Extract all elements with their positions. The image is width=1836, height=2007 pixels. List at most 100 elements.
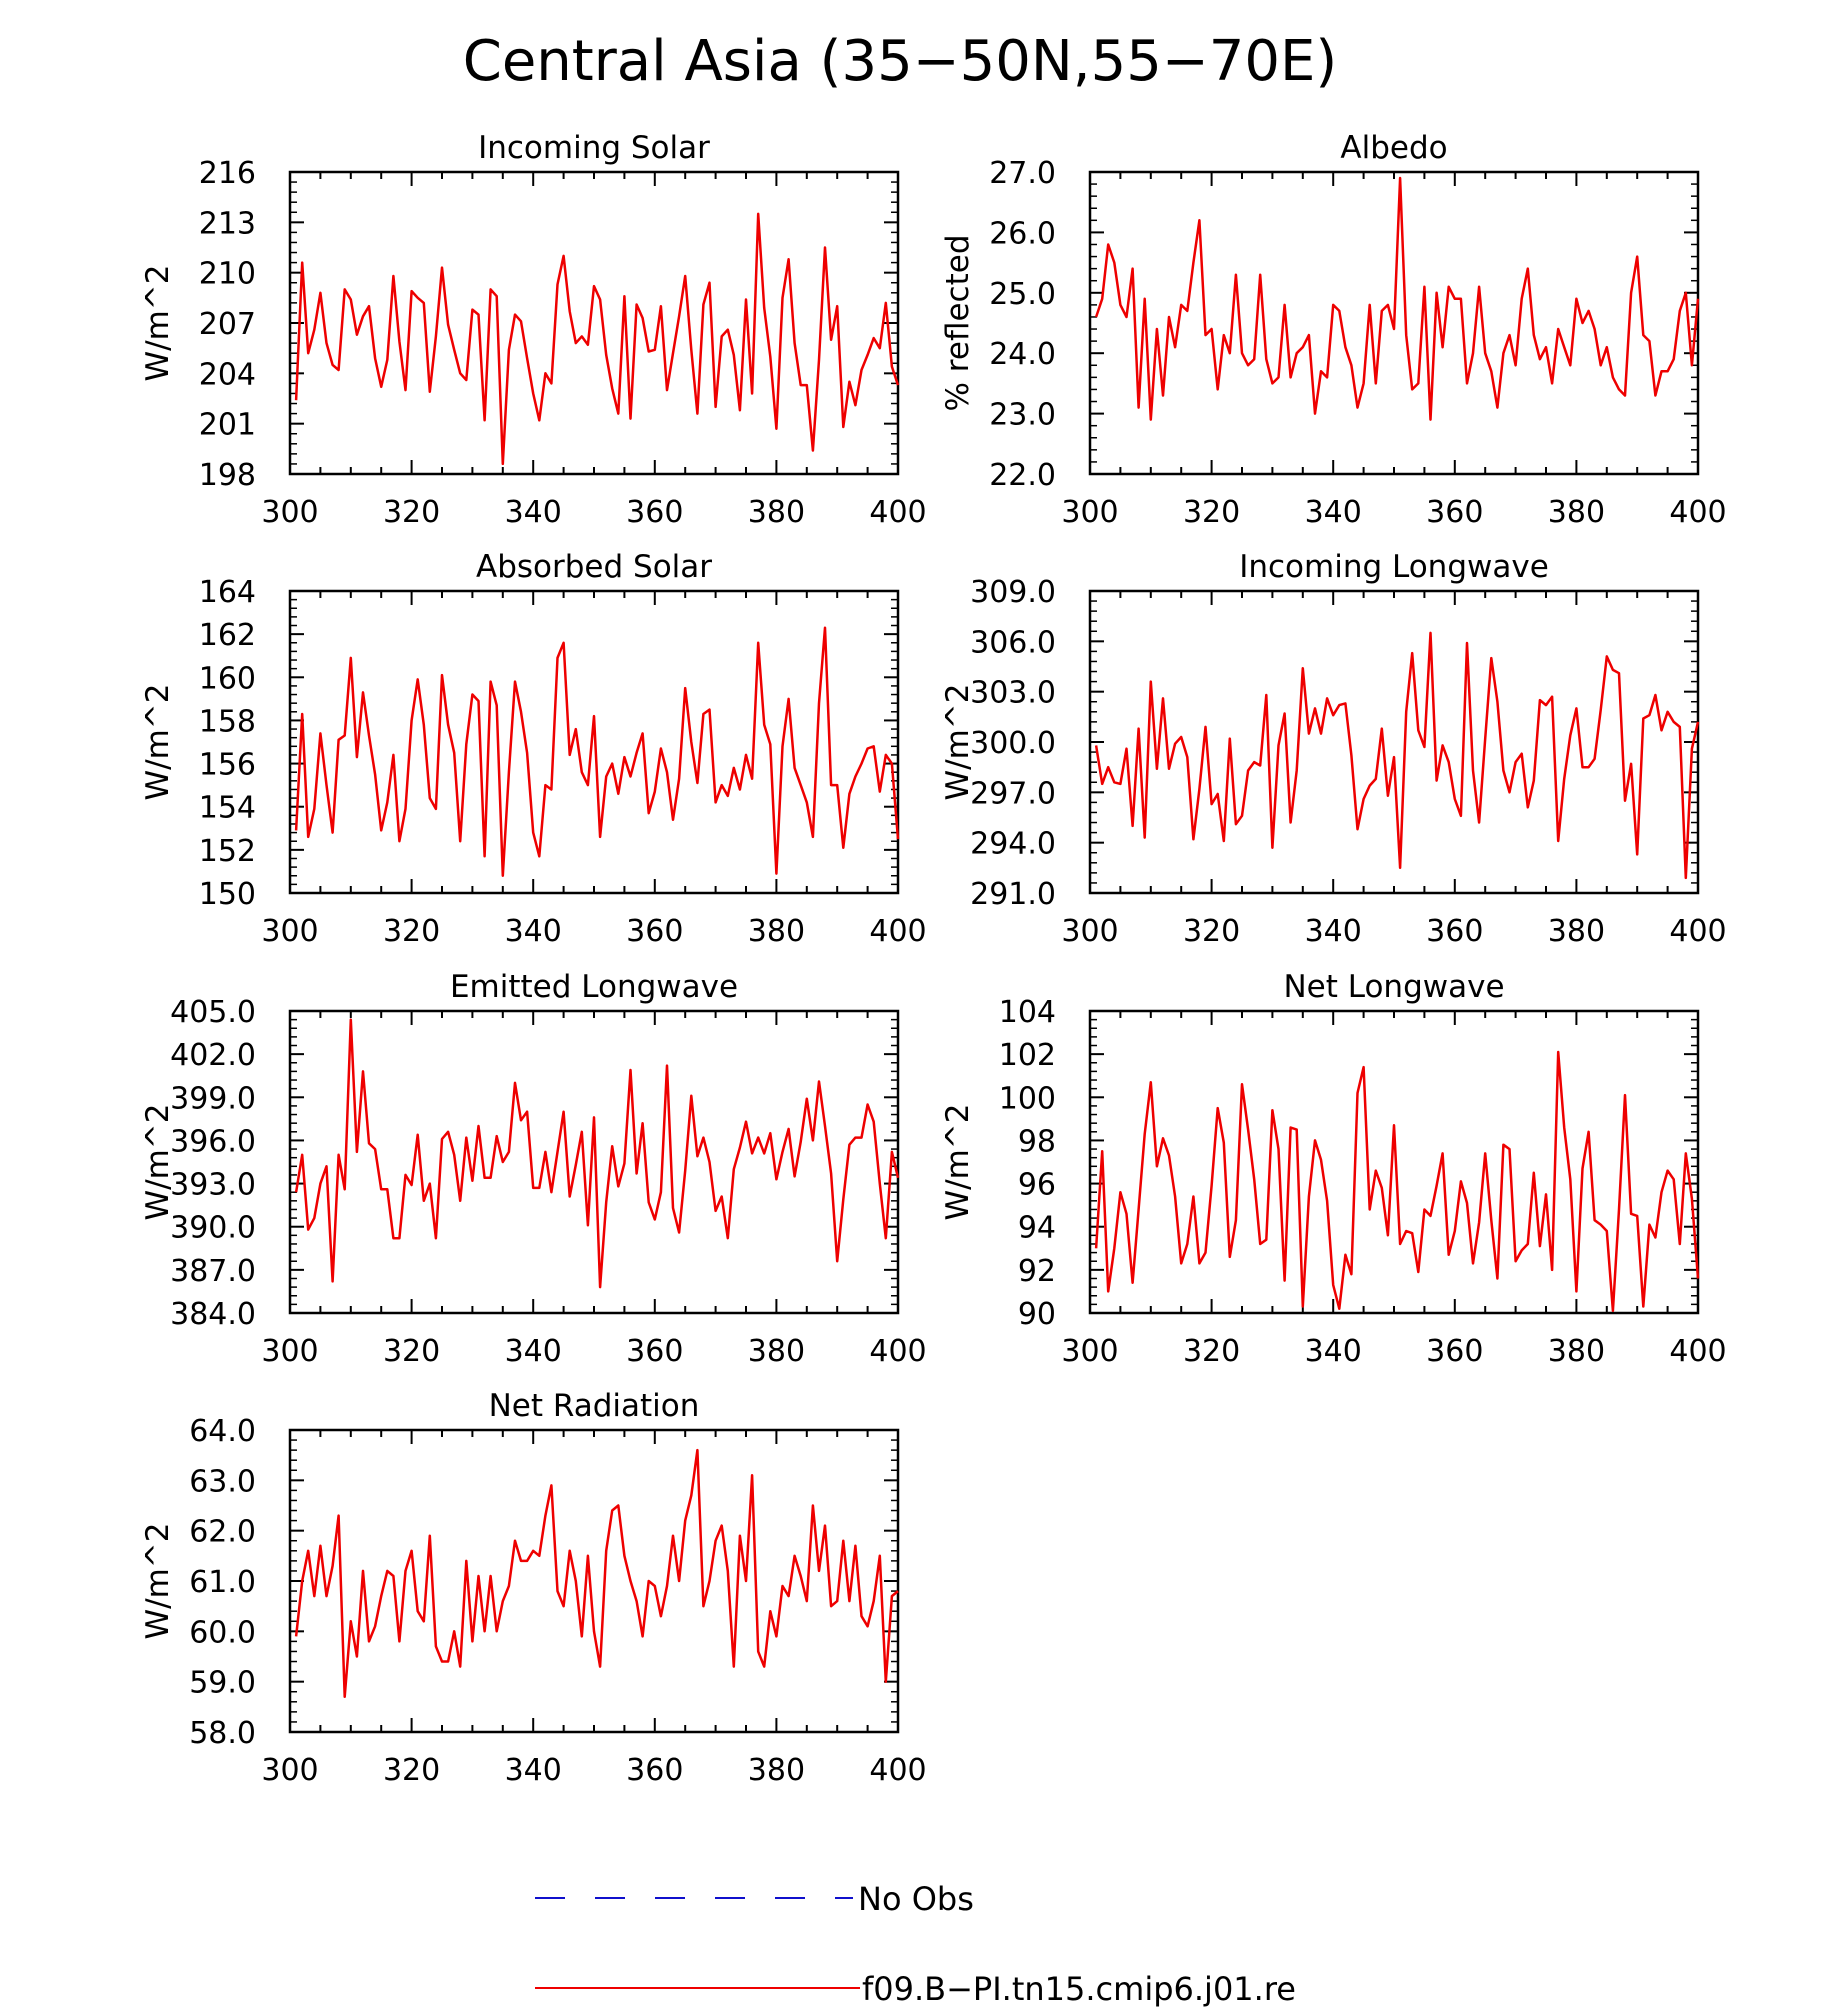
y-tick-label: 24.0 [989,337,1056,372]
series-line-emitted-longwave [294,1018,900,1289]
y-tick-label: 291.0 [970,877,1056,912]
y-tick-label: 198 [199,458,256,493]
x-tick-label: 300 [261,1334,318,1369]
x-tick-label: 320 [1183,914,1240,949]
y-tick-label: 402.0 [170,1038,256,1073]
y-tick-label: 297.0 [970,776,1056,811]
y-tick-label: 59.0 [189,1666,256,1701]
legend: No Obs f09.B−PI.tn15.cmip6.j01.re [535,1880,1296,2007]
y-tick-label: 61.0 [189,1565,256,1600]
y-tick-label: 210 [199,257,256,292]
y-tick-label: 164 [199,575,256,610]
x-tick-label: 300 [261,495,318,530]
y-tick-label: 152 [199,834,256,869]
x-tick-label: 360 [626,495,683,530]
x-tick-label: 400 [1669,1334,1726,1369]
x-tick-label: 340 [505,1334,562,1369]
y-axis-label: % reflected [940,235,976,412]
x-tick-label: 340 [1305,495,1362,530]
panel-title: Incoming Solar [478,130,710,166]
y-tick-label: 204 [199,357,256,392]
y-axis-label: W/m^2 [140,1104,176,1221]
x-tick-label: 300 [1061,1334,1118,1369]
plot-frame [288,1428,900,1734]
x-tick-label: 320 [383,495,440,530]
x-tick-label: 300 [1061,495,1118,530]
y-tick-label: 150 [199,877,256,912]
panel-net-longwave: 300 320 340 360 380 400 90 92 94 96 98 100 102 104 Net… [940,969,1727,1369]
x-tick-label: 400 [1669,914,1726,949]
legend-label-model: f09.B−PI.tn15.cmip6.j01.re [862,1970,1296,2007]
y-axis-label: W/m^2 [140,684,176,801]
plot-frame [288,1009,900,1315]
x-tick-label: 340 [505,1753,562,1788]
y-tick-label: 162 [199,618,256,653]
panel-title: Absorbed Solar [476,549,712,585]
y-tick-label: 63.0 [189,1464,256,1499]
x-tick-label: 400 [869,1334,926,1369]
y-tick-label: 100 [999,1081,1056,1116]
x-tick-label: 380 [748,495,805,530]
panel-title: Emitted Longwave [450,969,738,1005]
y-tick-label: 94 [1018,1211,1056,1246]
y-tick-label: 405.0 [170,995,256,1030]
panels-group: 300 320 340 360 380 400 198 201 204 207 210 213 216 I… [140,130,1727,1788]
panel-title: Incoming Longwave [1239,549,1549,585]
x-tick-label: 380 [748,1334,805,1369]
plot-frame [288,589,900,895]
x-tick-label: 360 [626,1753,683,1788]
x-tick-label: 360 [1426,914,1483,949]
y-tick-label: 387.0 [170,1254,256,1289]
y-tick-label: 294.0 [970,827,1056,862]
plot-frame [1088,1009,1700,1315]
x-tick-label: 380 [1548,914,1605,949]
y-tick-label: 90 [1018,1297,1056,1332]
y-tick-label: 58.0 [189,1716,256,1751]
x-tick-label: 340 [505,914,562,949]
y-tick-label: 309.0 [970,575,1056,610]
series-line-net-radiation [294,1448,899,1699]
y-tick-label: 213 [199,206,256,241]
series-line-incoming-longwave [1094,631,1700,880]
y-tick-label: 60.0 [189,1615,256,1650]
x-tick-label: 360 [1426,1334,1483,1369]
x-tick-label: 300 [1061,914,1118,949]
y-tick-label: 92 [1018,1254,1056,1289]
y-tick-label: 26.0 [989,216,1056,251]
panel-net-radiation: 300 320 340 360 380 400 58.0 59.0 60.0 61.0 62.0 63… [140,1388,927,1788]
y-tick-label: 399.0 [170,1081,256,1116]
x-tick-label: 340 [1305,1334,1362,1369]
series-line-net-longwave [1094,1050,1700,1313]
y-tick-label: 22.0 [989,458,1056,493]
panel-incoming-longwave: 300 320 340 360 380 400 291.0 294.0 297.0 300.0 30… [940,549,1727,949]
y-tick-label: 64.0 [189,1414,256,1449]
y-tick-label: 158 [199,704,256,739]
x-tick-label: 320 [1183,495,1240,530]
series-line-absorbed-solar [294,626,900,877]
y-axis-label: W/m^2 [940,1104,976,1221]
y-tick-label: 154 [199,791,256,826]
x-tick-label: 400 [869,495,926,530]
x-tick-label: 380 [1548,1334,1605,1369]
x-tick-label: 360 [626,914,683,949]
panel-emitted-longwave: 300 320 340 360 380 400 384.0 387.0 390.0 393.0 39… [140,969,927,1369]
panel-incoming-solar: 300 320 340 360 380 400 198 201 204 207 210 213 216 I… [140,130,927,530]
x-tick-label: 360 [1426,495,1483,530]
y-tick-label: 156 [199,748,256,783]
y-tick-label: 300.0 [970,726,1056,761]
x-tick-label: 400 [1669,495,1726,530]
x-tick-label: 320 [383,914,440,949]
y-tick-label: 201 [199,408,256,443]
y-tick-label: 216 [199,156,256,191]
y-tick-label: 23.0 [989,398,1056,433]
panel-albedo: 300 320 340 360 380 400 22.0 23.0 24.0 25.0 26.0 27… [940,130,1727,530]
y-tick-label: 96 [1018,1168,1056,1203]
x-tick-label: 360 [626,1334,683,1369]
y-axis-label: W/m^2 [140,1523,176,1640]
panel-absorbed-solar: 300 320 340 360 380 400 150 152 154 156 158 160 162 1… [140,549,927,949]
series-line-incoming-solar [294,212,900,466]
x-tick-label: 400 [869,914,926,949]
x-tick-label: 340 [505,495,562,530]
y-tick-label: 104 [999,995,1056,1030]
y-tick-label: 27.0 [989,156,1056,191]
